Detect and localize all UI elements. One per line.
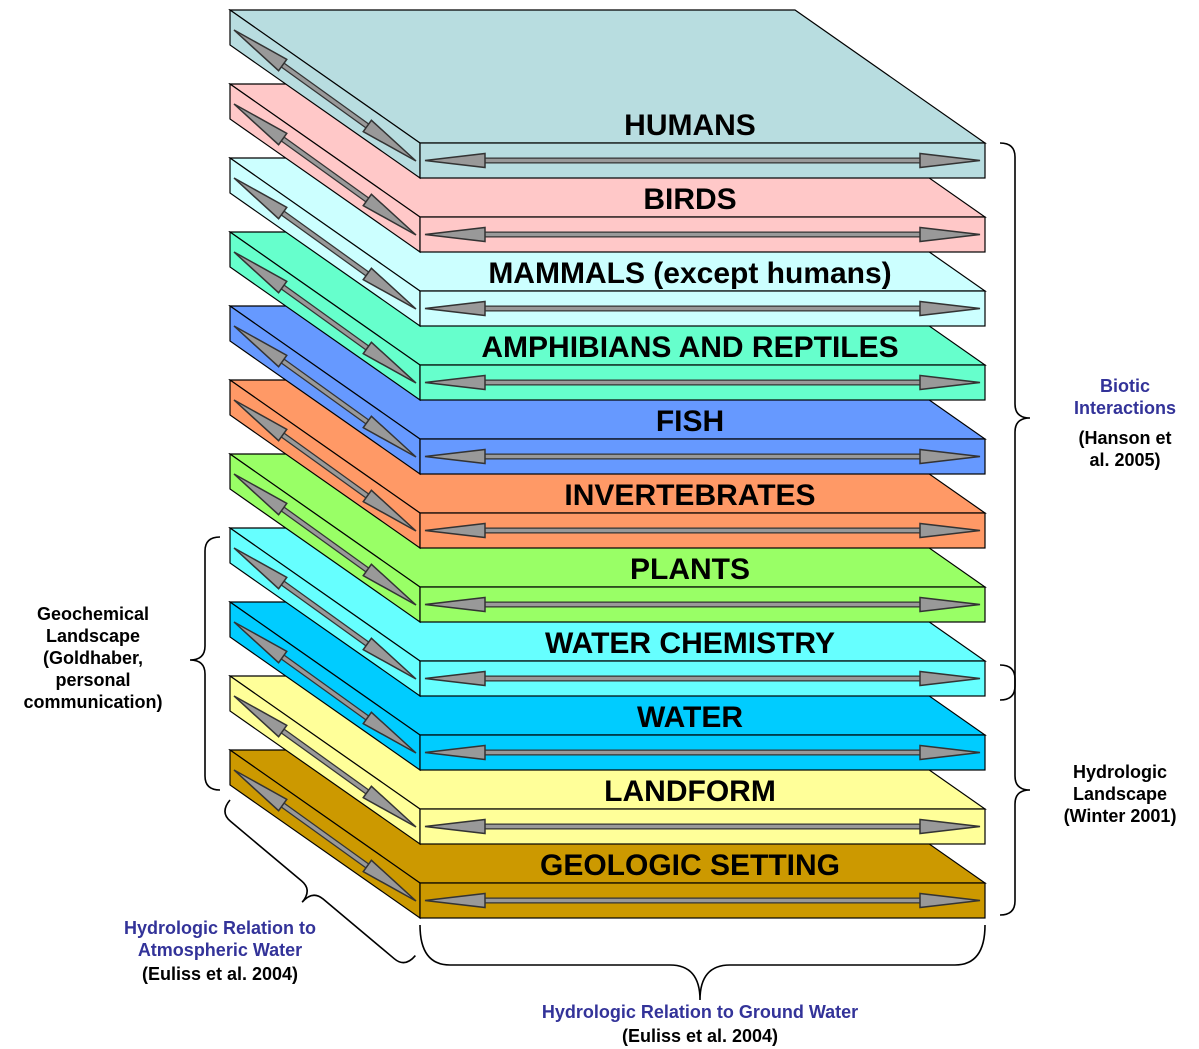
arrow-head: [233, 473, 288, 516]
annotation: (Goldhaber,: [43, 648, 143, 668]
annotation: (Euliss et al. 2004): [142, 964, 298, 984]
arrow-shaft: [281, 137, 369, 202]
arrow-head: [362, 415, 417, 458]
arrow-head: [919, 596, 981, 613]
arrow-head: [919, 892, 981, 909]
arrow-head: [424, 818, 486, 835]
layer-label: PLANTS: [630, 553, 750, 586]
layer: HUMANS: [228, 8, 987, 180]
arrow-head: [362, 119, 417, 162]
annotation: Interactions: [1074, 398, 1176, 418]
arrow-head: [424, 226, 486, 243]
layer-label: WATER: [637, 701, 743, 734]
layer-label: HUMANS: [624, 109, 756, 142]
arrow-head: [362, 341, 417, 384]
layer-label: GEOLOGIC SETTING: [540, 849, 840, 882]
annotation: (Winter 2001): [1064, 806, 1177, 826]
annotation: Hydrologic: [1073, 762, 1167, 782]
arrow-head: [424, 522, 486, 539]
arrow-head: [919, 374, 981, 391]
arrow-head: [233, 399, 288, 442]
arrow-head: [919, 448, 981, 465]
arrow-head: [233, 29, 288, 72]
brace: [999, 664, 1031, 916]
arrow-head: [362, 637, 417, 680]
arrow-head: [424, 670, 486, 687]
annotation: communication): [23, 692, 162, 712]
layer-label: LANDFORM: [604, 775, 776, 808]
arrow-head: [919, 744, 981, 761]
layer-label: INVERTEBRATES: [564, 479, 815, 512]
arrow-head: [424, 448, 486, 465]
arrow-head: [424, 374, 486, 391]
arrow-head: [919, 226, 981, 243]
arrow-head: [424, 300, 486, 317]
annotation: Geochemical: [37, 604, 149, 624]
annotation: Landscape: [46, 626, 140, 646]
annotation: personal: [55, 670, 130, 690]
annotation: (Euliss et al. 2004): [622, 1026, 778, 1046]
annotation: Landscape: [1073, 784, 1167, 804]
arrow-head: [362, 267, 417, 310]
arrow-shaft: [281, 803, 369, 868]
annotation: Hydrologic Relation to Ground Water: [542, 1002, 858, 1022]
arrow-head: [233, 325, 288, 368]
layer-label: AMPHIBIANS AND REPTILES: [481, 331, 898, 364]
arrow-shaft: [281, 581, 369, 646]
brace: [999, 142, 1031, 701]
arrow-head: [362, 785, 417, 828]
brace: [419, 924, 986, 1001]
arrow-shaft: [281, 211, 369, 276]
arrow-head: [362, 711, 417, 754]
arrow-shaft: [281, 507, 369, 572]
arrow-shaft: [281, 655, 369, 720]
annotation: (Hanson et: [1078, 428, 1171, 448]
brace: [189, 536, 221, 791]
annotation: Biotic: [1100, 376, 1150, 396]
arrow-head: [919, 522, 981, 539]
annotation: Atmospheric Water: [138, 940, 302, 960]
arrow-head: [919, 818, 981, 835]
arrow-head: [424, 152, 486, 169]
arrow-shaft: [281, 433, 369, 498]
arrow-shaft: [281, 729, 369, 794]
arrow-head: [233, 769, 288, 812]
brace-group: [224, 799, 416, 964]
annotation: Hydrologic Relation to: [124, 918, 316, 938]
layer-label: FISH: [656, 405, 724, 438]
arrow-head: [424, 892, 486, 909]
arrow-head: [233, 251, 288, 294]
arrow-head: [362, 193, 417, 236]
layer-label: BIRDS: [643, 183, 736, 216]
arrow-head: [233, 695, 288, 738]
arrow-head: [233, 177, 288, 220]
arrow-head: [919, 300, 981, 317]
arrow-head: [233, 547, 288, 590]
arrow-head: [362, 859, 417, 902]
arrow-shaft: [281, 359, 369, 424]
annotation: al. 2005): [1089, 450, 1160, 470]
arrow-head: [919, 670, 981, 687]
arrow-head: [424, 744, 486, 761]
brace: [224, 799, 416, 964]
arrow-shaft: [281, 63, 369, 128]
layer-label: WATER CHEMISTRY: [545, 627, 835, 660]
arrow-head: [919, 152, 981, 169]
layer-label: MAMMALS (except humans): [488, 257, 891, 290]
arrow-head: [362, 489, 417, 532]
arrow-head: [233, 621, 288, 664]
arrow-head: [362, 563, 417, 606]
arrow-shaft: [281, 285, 369, 350]
arrow-head: [424, 596, 486, 613]
arrow-head: [233, 103, 288, 146]
